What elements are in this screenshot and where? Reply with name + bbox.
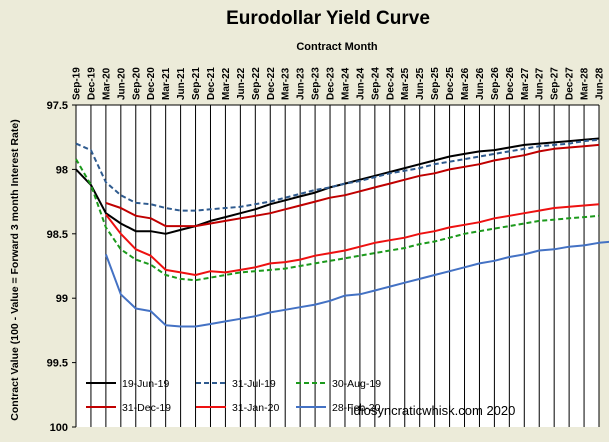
x-tick-label-9: Dec-21 xyxy=(206,67,217,100)
x-tick-label-7: Jun-21 xyxy=(176,67,187,100)
legend-label-3: 31-Dec-19 xyxy=(122,402,171,414)
series-line-1 xyxy=(75,138,600,212)
legend-label-1: 31-Jul-19 xyxy=(232,378,276,390)
source-annotation: idiosyncraticwhisk.com 2020 xyxy=(351,403,516,418)
legend-label-4: 31-Jan-20 xyxy=(232,402,279,414)
x-tick-label-0: Sep-19 xyxy=(72,67,83,100)
x-tick-label-21: Dec-24 xyxy=(385,67,396,100)
x-tick-label-28: Sep-26 xyxy=(490,67,501,100)
series-line-4 xyxy=(105,203,600,276)
x-tick-label-11: Jun-22 xyxy=(236,67,247,100)
x-tick-label-24: Sep-25 xyxy=(430,67,441,100)
x-tick-label-14: Mar-23 xyxy=(281,67,292,100)
x-tick-label-3: Jun-20 xyxy=(116,67,127,100)
x-tick-label-30: Mar-27 xyxy=(520,67,531,100)
x-tick-label-19: Jun-24 xyxy=(355,67,366,100)
y-tick-label-3: 99 xyxy=(56,293,68,305)
x-tick-label-4: Sep-20 xyxy=(131,67,142,100)
plot-background xyxy=(76,105,599,427)
x-tick-label-23: Jun-25 xyxy=(415,67,426,100)
x-tick-label-12: Sep-22 xyxy=(251,67,262,100)
x-tick-label-29: Dec-26 xyxy=(505,67,516,100)
x-tick-label-33: Dec-27 xyxy=(565,67,576,100)
y-tick-label-1: 98 xyxy=(56,164,68,176)
x-tick-label-22: Mar-25 xyxy=(400,67,411,100)
x-tick-label-17: Dec-23 xyxy=(326,67,337,100)
x-tick-label-6: Mar-21 xyxy=(161,67,172,100)
legend-label-5: 28-Feb-20 xyxy=(332,402,381,414)
x-tick-label-16: Sep-23 xyxy=(311,67,322,100)
x-tick-label-15: Jun-23 xyxy=(296,67,307,100)
y-tick-label-2: 98.5 xyxy=(47,229,68,241)
legend-label-0: 19-Jun-19 xyxy=(122,378,169,390)
x-tick-label-20: Sep-24 xyxy=(370,67,381,100)
x-tick-label-34: Mar-28 xyxy=(580,67,591,100)
x-tick-label-18: Mar-24 xyxy=(340,67,351,100)
legend-label-2: 30-Aug-19 xyxy=(332,378,381,390)
plot-area: Sep-19 Dec-19 Mar-20 Jun-20 Sep-20 Dec-20 Mar-… xyxy=(47,67,609,434)
x-tick-label-27: Jun-26 xyxy=(475,67,486,100)
x-tick-label-13: Dec-22 xyxy=(266,67,277,100)
x-tick-label-26: Mar-26 xyxy=(460,67,471,100)
x-tick-label-10: Mar-22 xyxy=(221,67,232,100)
x-tick-label-32: Sep-27 xyxy=(550,67,561,100)
series-line-0 xyxy=(75,137,600,235)
y-tick-label-0: 97.5 xyxy=(47,100,68,112)
x-tick-label-5: Dec-20 xyxy=(146,67,157,100)
x-tick-label-2: Mar-20 xyxy=(101,67,112,100)
y-tick-label-5: 100 xyxy=(50,422,68,434)
x-tick-label-25: Dec-25 xyxy=(445,67,456,100)
legend: 19-Jun-19 31-Jul-19 30-Aug-19 31-Dec-19 31-J… xyxy=(86,378,381,414)
y-axis-title: Contract Value (100 - Value = Forward 3 … xyxy=(9,119,21,420)
x-tick-label-1: Dec-19 xyxy=(86,67,97,100)
x-tick-label-8: Sep-21 xyxy=(191,67,202,100)
x-axis-title: Contract Month xyxy=(296,41,378,53)
series-line-2 xyxy=(75,158,600,282)
series-line-5 xyxy=(104,240,609,328)
x-tick-label-35: Jun-28 xyxy=(595,67,606,100)
y-tick-label-4: 99.5 xyxy=(47,358,68,370)
chart-title: Eurodollar Yield Curve xyxy=(226,8,430,29)
series-line-3 xyxy=(105,143,600,228)
x-tick-label-31: Jun-27 xyxy=(535,67,546,100)
